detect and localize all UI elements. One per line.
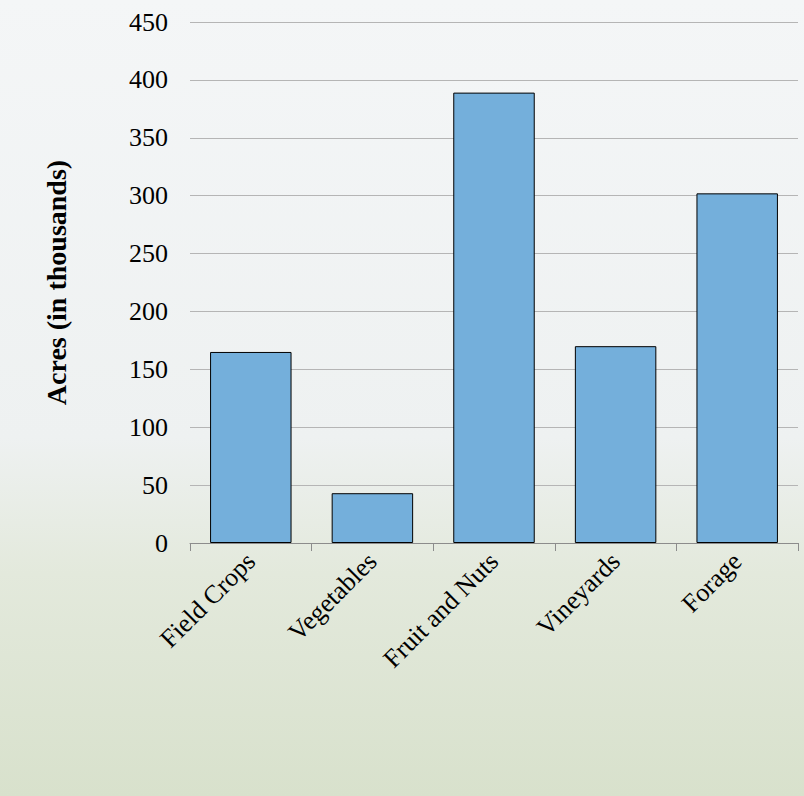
- svg-text:Field Crops: Field Crops: [154, 547, 261, 654]
- svg-text:Forage: Forage: [676, 547, 748, 619]
- svg-text:100: 100: [129, 413, 168, 442]
- svg-text:200: 200: [129, 297, 168, 326]
- svg-text:0: 0: [155, 529, 168, 558]
- svg-text:Fruit and Nuts: Fruit and Nuts: [378, 547, 505, 674]
- svg-text:Vegetables: Vegetables: [283, 547, 383, 647]
- svg-text:50: 50: [142, 471, 168, 500]
- svg-text:150: 150: [129, 355, 168, 384]
- svg-text:350: 350: [129, 123, 168, 152]
- svg-text:400: 400: [129, 65, 168, 94]
- svg-text:450: 450: [129, 8, 168, 37]
- svg-text:250: 250: [129, 239, 168, 268]
- svg-text:Vineyards: Vineyards: [531, 547, 626, 642]
- svg-text:Acres (in thousands): Acres (in thousands): [41, 160, 72, 405]
- svg-text:300: 300: [129, 181, 168, 210]
